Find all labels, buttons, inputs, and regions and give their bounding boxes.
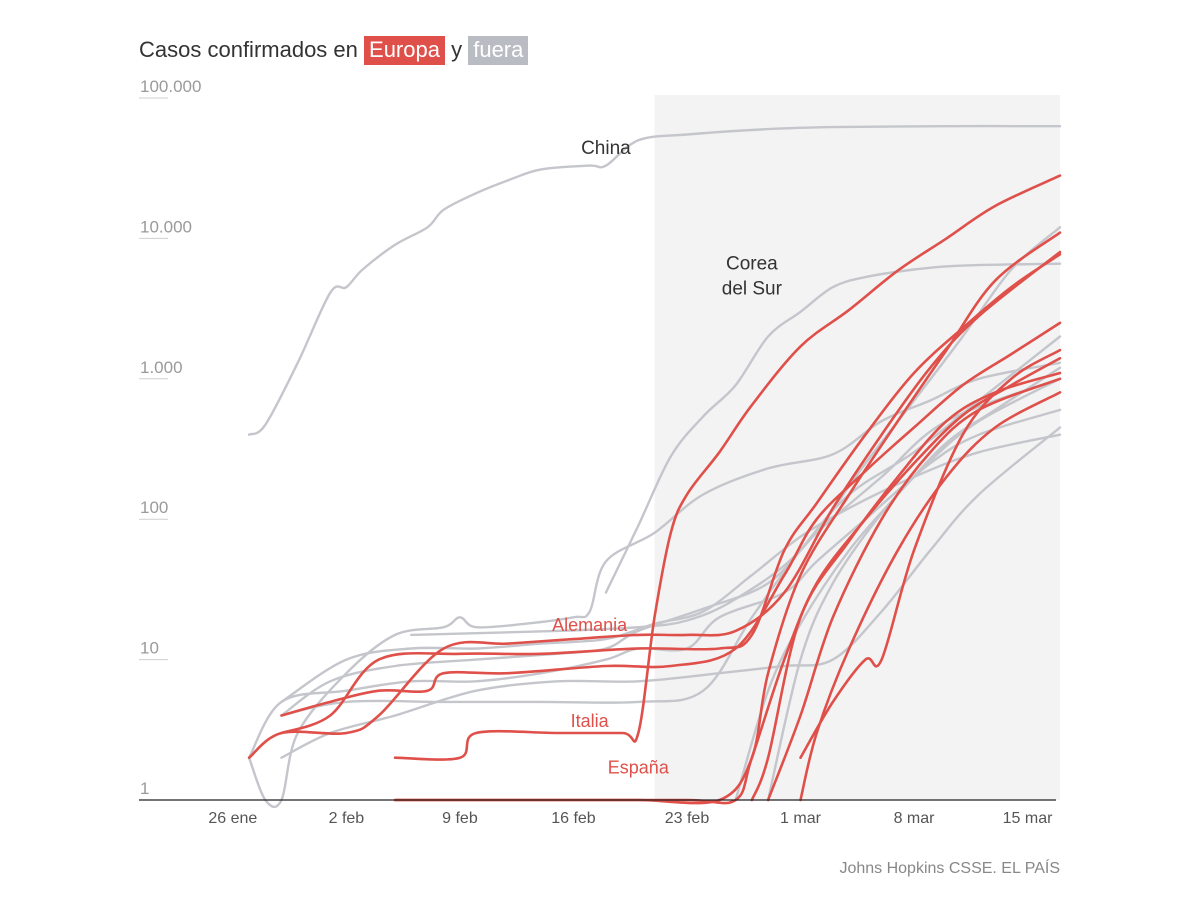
x-tick-label: 1 mar (780, 810, 822, 827)
x-tick-label: 15 mar (1003, 810, 1053, 827)
annotation-label: España (608, 757, 670, 777)
outside-series-line-10 (280, 426, 1062, 759)
europe-series-line-9 (799, 348, 1062, 759)
annotation-label: Alemania (552, 615, 628, 635)
europe-series-line-6 (750, 371, 1062, 802)
annotation-label: Italia (571, 711, 610, 731)
y-tick-label: 10 (140, 639, 159, 658)
x-tick-label: 23 feb (665, 810, 710, 827)
annotation-label: China (581, 138, 631, 159)
outside-series-line-9 (766, 377, 1062, 802)
x-tick-label: 9 feb (442, 810, 478, 827)
europe-series-line-1 (393, 174, 1062, 761)
y-tick-label: 10.000 (140, 217, 192, 236)
chart-title: Casos confirmados en Europa y fuera (139, 36, 529, 65)
outside-series-line-1 (604, 262, 1062, 594)
europe-series-line-4 (280, 321, 1062, 717)
y-tick-label: 100.000 (140, 77, 201, 96)
outside-series-line-0 (247, 124, 1062, 436)
outside-tag: fuera (468, 36, 529, 65)
title-connector: y (451, 37, 463, 62)
annotation-label: Corea (726, 254, 778, 275)
europe-series-line-0 (247, 250, 1062, 759)
title-prefix: Casos confirmados en (139, 37, 358, 62)
y-tick-label: 100 (140, 498, 168, 517)
source-note: Johns Hopkins CSSE. EL PAÍS (839, 860, 1060, 877)
europe-tag: Europa (364, 36, 445, 65)
x-tick-label: 2 feb (329, 810, 365, 827)
outside-series-line-2 (247, 361, 1062, 809)
europe-series-line-3 (280, 253, 1062, 735)
x-tick-label: 26 ene (208, 810, 257, 827)
x-tick-label: 16 feb (551, 810, 596, 827)
x-tick-label: 8 mar (894, 810, 936, 827)
y-tick-label: 1 (140, 779, 149, 798)
y-tick-label: 1.000 (140, 358, 183, 377)
annotation-label: del Sur (722, 278, 783, 299)
europe-series-line-8 (799, 391, 1062, 802)
